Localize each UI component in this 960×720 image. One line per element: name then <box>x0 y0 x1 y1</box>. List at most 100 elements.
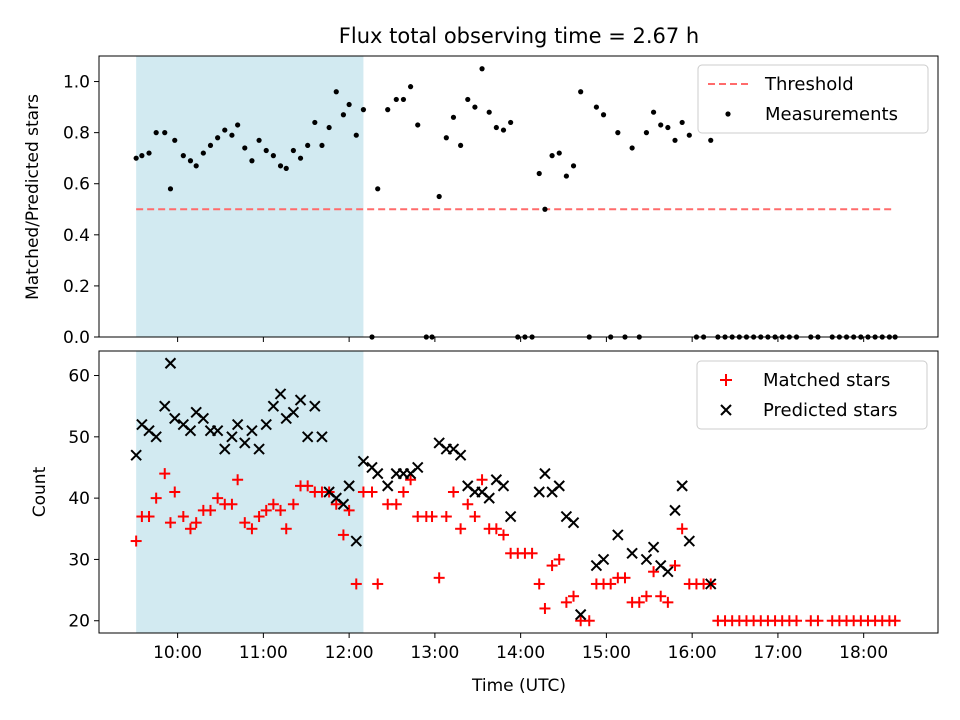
top-panel-frame <box>98 55 939 338</box>
x-tick-label: 15:00 <box>582 643 631 663</box>
matched-point <box>812 615 824 627</box>
legend-measurements-swatch <box>725 111 731 117</box>
measurement-point <box>563 173 569 179</box>
predicted-point <box>483 492 495 504</box>
predicted-point <box>274 388 287 400</box>
matched-point <box>619 572 631 584</box>
measurement-point <box>290 147 296 154</box>
x-tick-label: 12:00 <box>325 643 374 663</box>
predicted-point <box>219 443 231 455</box>
measurement-point <box>650 109 657 115</box>
measurement-point <box>200 150 206 156</box>
measurement-point <box>686 132 692 138</box>
measurement-point <box>385 107 391 113</box>
y-tick-label: 30 <box>68 550 90 570</box>
matched-point <box>526 547 538 559</box>
measurement-point <box>658 122 664 128</box>
measurement-point <box>162 130 168 136</box>
predicted-point <box>705 578 717 590</box>
matched-point <box>553 553 565 565</box>
predicted-point <box>130 449 142 461</box>
measurement-point <box>570 163 577 169</box>
x-tick-label: 16:00 <box>668 643 717 663</box>
matched-point <box>275 504 287 516</box>
predicted-point <box>382 480 394 492</box>
measurement-point <box>305 142 311 149</box>
y-tick-label: 1.0 <box>63 73 90 93</box>
matched-point <box>539 602 551 614</box>
predicted-point <box>226 431 238 443</box>
matched-point <box>433 572 445 584</box>
measurement-point <box>629 145 635 151</box>
predicted-point <box>211 424 224 437</box>
predicted-point <box>647 541 660 553</box>
measurement-point <box>180 153 186 159</box>
predicted-point <box>184 424 197 437</box>
predicted-point <box>574 608 587 621</box>
predicted-point <box>294 394 307 406</box>
x-axis-label: Time (UTC) <box>471 676 566 696</box>
measurement-point <box>556 150 562 156</box>
matched-point <box>366 486 378 498</box>
matched-point <box>350 578 362 590</box>
matched-point <box>889 615 901 627</box>
measurement-point <box>549 153 555 159</box>
y-tick-label: 60 <box>68 367 90 387</box>
bottom-y-axis: 20 30 40 50 60 <box>68 367 99 632</box>
matched-point <box>605 578 617 590</box>
top-x-axis <box>177 337 865 342</box>
predicted-point <box>246 424 258 437</box>
matched-point <box>239 517 251 529</box>
matched-point <box>343 504 355 516</box>
y-tick-label: 0.8 <box>63 124 90 144</box>
bottom-panel: 20 30 40 50 60 10:00 11:00 12:00 13:00 14:00 15:0… <box>30 350 939 696</box>
predicted-point <box>350 535 362 547</box>
matched-point <box>790 615 802 627</box>
predicted-point <box>357 455 370 468</box>
bottom-x-axis: 10:00 11:00 12:00 13:00 14:00 15:00 16:00 17:00… <box>153 633 888 663</box>
bottom-panel-frame <box>98 350 939 634</box>
matched-point <box>130 535 142 547</box>
measurement-point <box>443 135 449 141</box>
measurement-point <box>643 130 650 136</box>
matched-point <box>568 590 580 602</box>
matched-point <box>533 578 545 590</box>
predicted-point <box>231 418 244 431</box>
predicted-point <box>533 486 545 498</box>
predicted-point <box>640 553 653 566</box>
predicted-point <box>169 412 181 425</box>
measurement-point <box>679 119 685 126</box>
matched-point <box>159 468 171 480</box>
measurement-point <box>615 130 621 136</box>
predicted-point <box>159 400 171 412</box>
matched-point <box>655 590 667 602</box>
top-legend-box <box>697 64 929 134</box>
measurement-point <box>353 132 359 138</box>
matched-point <box>440 511 452 523</box>
predicted-point <box>612 529 624 541</box>
measurement-point <box>187 158 194 164</box>
matched-point <box>190 517 202 529</box>
measurement-point <box>436 193 442 200</box>
predicted-point <box>287 406 300 419</box>
matched-point <box>447 486 459 498</box>
y-tick-label: 0.0 <box>63 328 90 348</box>
predicted-point <box>239 437 251 449</box>
measurement-point <box>312 119 318 126</box>
measurement-point <box>333 89 339 95</box>
bottom-legend-box <box>696 360 928 430</box>
matched-point <box>260 504 272 516</box>
measurement-point <box>193 163 199 169</box>
matched-point <box>633 596 645 608</box>
measurement-point <box>229 132 235 138</box>
measurement-point <box>146 150 152 156</box>
measurement-point <box>153 130 159 136</box>
predicted-point <box>454 449 467 461</box>
matched-point <box>302 480 314 492</box>
measurement-point <box>472 104 478 110</box>
measurement-point <box>207 142 214 149</box>
legend-threshold-label: Threshold <box>764 74 854 95</box>
matched-point <box>426 511 438 523</box>
matched-point <box>212 492 224 504</box>
